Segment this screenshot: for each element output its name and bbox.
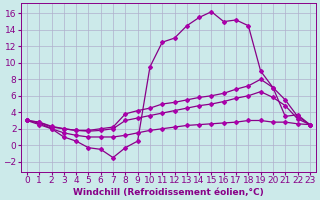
X-axis label: Windchill (Refroidissement éolien,°C): Windchill (Refroidissement éolien,°C) — [73, 188, 264, 197]
